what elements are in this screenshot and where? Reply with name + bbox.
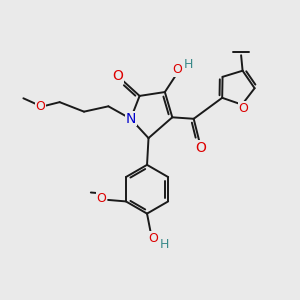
Text: H: H [184, 58, 193, 71]
Text: O: O [35, 100, 45, 112]
Text: O: O [195, 141, 206, 154]
Text: O: O [112, 69, 123, 83]
Text: H: H [160, 238, 170, 251]
Text: O: O [97, 192, 106, 205]
Text: O: O [238, 102, 248, 115]
Text: O: O [173, 63, 183, 76]
Text: N: N [125, 112, 136, 126]
Text: O: O [148, 232, 158, 245]
